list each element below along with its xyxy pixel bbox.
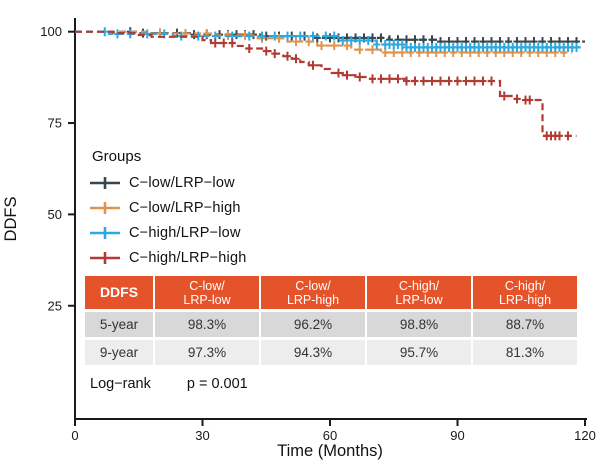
legend-label: C−low/LRP−low: [129, 174, 235, 191]
km-curve-3: [75, 30, 577, 137]
y-tick-label: 100: [40, 24, 62, 39]
x-axis-title: Time (Months): [277, 442, 383, 460]
y-axis-title: DDFS: [2, 197, 20, 242]
legend: Groups C−low/LRP−low C−low/LRP−high C−hi…: [88, 148, 246, 270]
x-tick-label: 120: [574, 428, 596, 443]
table-cell: 94.3%: [261, 340, 365, 365]
x-tick-label: 60: [323, 428, 337, 443]
table-header-chigh-lrphigh: C-high/ LRP-high: [473, 276, 577, 309]
km-marker-icon: [90, 226, 120, 239]
legend-title: Groups: [92, 148, 142, 165]
p-value: p = 0.001: [186, 376, 248, 392]
table-row-label: 5-year: [85, 312, 153, 337]
y-tick-label: 75: [48, 116, 62, 131]
legend-item-chigh-lrplow: C−high/LRP−low: [88, 220, 246, 245]
table-cell: 95.7%: [367, 340, 471, 365]
table-cell: 88.7%: [473, 312, 577, 337]
logrank-annotation: Log−rank p = 0.001: [90, 376, 248, 392]
survival-summary-table: DDFS C-low/ LRP-low C-low/ LRP-high C-hi…: [85, 276, 577, 365]
table-cell: 81.3%: [473, 340, 577, 365]
table-header-clow-lrphigh: C-low/ LRP-high: [261, 276, 365, 309]
legend-item-clow-lrphigh: C−low/LRP−high: [88, 195, 246, 220]
table-cell: 97.3%: [155, 340, 259, 365]
legend-label: C−high/LRP−high: [129, 249, 247, 266]
legend-label: C−low/LRP−high: [129, 199, 241, 216]
x-tick-label: 0: [71, 428, 78, 443]
km-marker-icon: [90, 176, 120, 189]
table-header-chigh-lrplow: C-high/ LRP-low: [367, 276, 471, 309]
legend-item-chigh-lrphigh: C−high/LRP−high: [88, 245, 246, 270]
km-marker-icon: [90, 201, 120, 214]
table-header-clow-lrplow: C-low/ LRP-low: [155, 276, 259, 309]
table-row-label: 9-year: [85, 340, 153, 365]
x-tick-label: 90: [450, 428, 464, 443]
table-header-ddfs: DDFS: [85, 276, 153, 309]
legend-label: C−high/LRP−low: [129, 224, 241, 241]
table-cell: 98.3%: [155, 312, 259, 337]
table-cell: 96.2%: [261, 312, 365, 337]
logrank-label: Log−rank: [90, 376, 151, 392]
km-marker-icon: [90, 251, 120, 264]
x-tick-label: 30: [195, 428, 209, 443]
y-tick-label: 50: [48, 207, 62, 222]
legend-item-clow-lrplow: C−low/LRP−low: [88, 170, 246, 195]
table-cell: 98.8%: [367, 312, 471, 337]
y-tick-label: 25: [48, 298, 62, 313]
